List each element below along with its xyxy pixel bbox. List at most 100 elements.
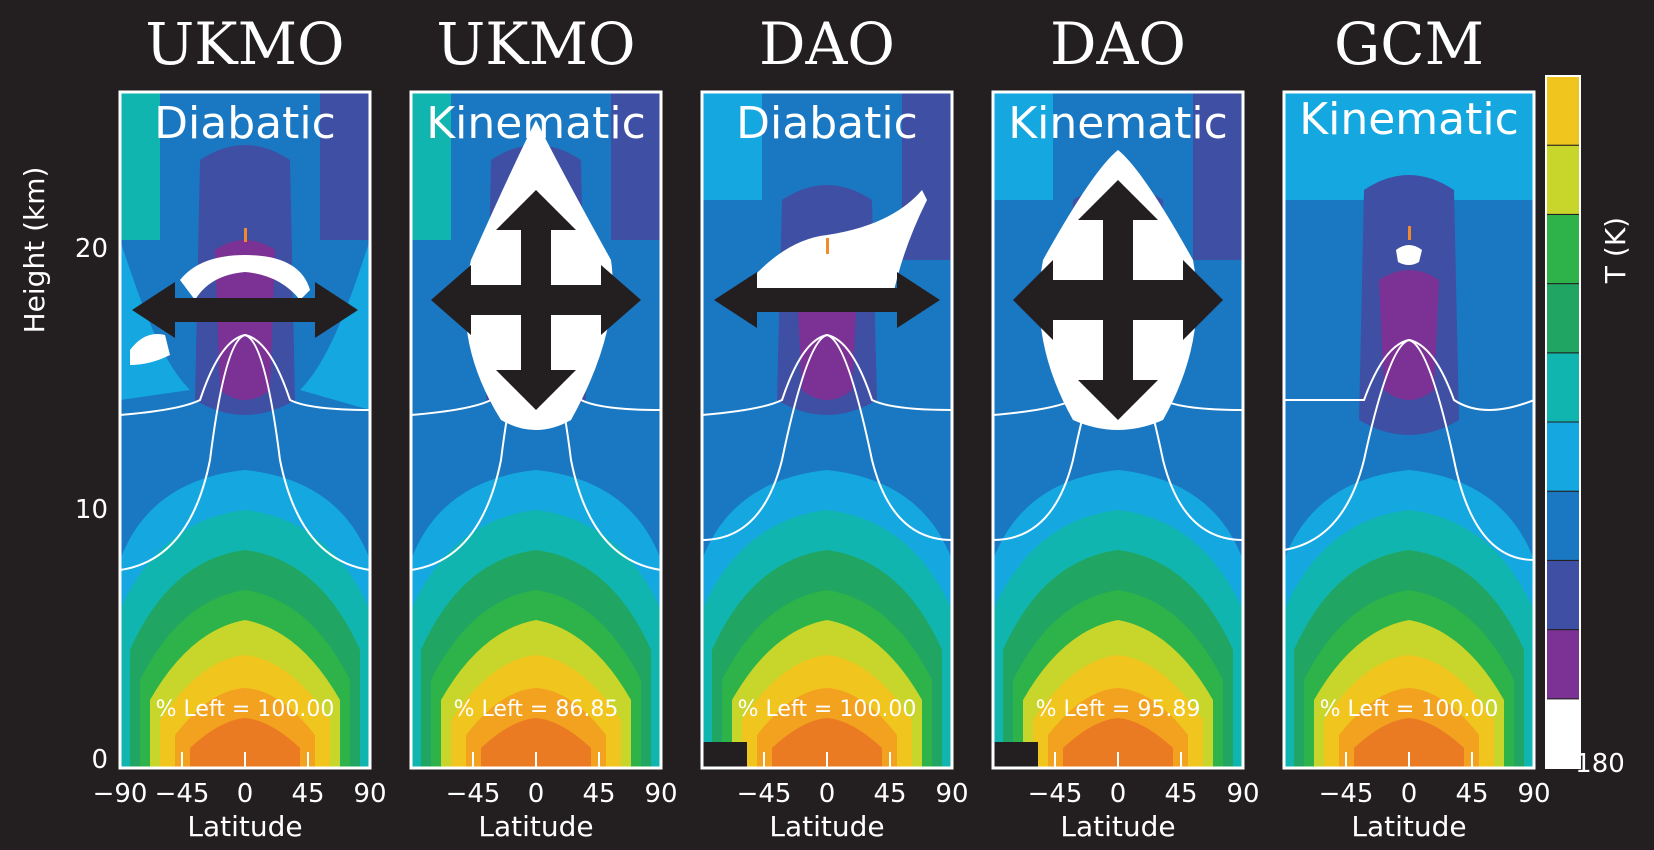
tropopause-line: [120, 333, 370, 571]
x-tick-label: −45: [155, 779, 210, 809]
x-tick-label: 45: [582, 779, 615, 809]
colorbar-swatch: [1545, 213, 1581, 285]
orange-marker: [244, 228, 247, 242]
x-tick-label: 45: [1164, 779, 1197, 809]
x-axis-label: Latitude: [769, 810, 884, 843]
transport-arrow: [132, 282, 358, 338]
panel-gcm-kinematic: GCM Kinematic % Left = 100.00 −45 0 45 9…: [1282, 10, 1551, 843]
x-ticks: [181, 752, 309, 768]
x-tick-label: 45: [291, 779, 324, 809]
y-tick-label-10: 10: [75, 495, 108, 525]
percent-left-label: % Left = 86.85: [454, 697, 619, 722]
colorbar-min-label: 180: [1575, 749, 1625, 779]
transport-arrow: [431, 190, 641, 410]
panel-ukmo-kinematic: UKMO Kinematic % Left = 86.85 −45 0 45 9…: [409, 10, 678, 843]
y-axis-label: Height (km): [18, 167, 51, 334]
x-tick-label: −45: [446, 779, 501, 809]
panel-dao-kinematic: DAO Kinematic % Left = 95.89 −45 0 45 90…: [991, 10, 1260, 843]
transport-arrow: [1013, 180, 1223, 420]
contour-band: [772, 718, 882, 768]
x-tick-label: 0: [1110, 779, 1127, 809]
panel-dao-diabatic: DAO Diabatic % Left = 100.00 −45 0 45 90…: [700, 10, 969, 843]
contour-band: [411, 92, 451, 240]
panel-subtitle: Kinematic: [1008, 98, 1228, 149]
x-tick-label: 0: [237, 779, 254, 809]
zero-region: [702, 742, 747, 768]
x-tick-label: −45: [737, 779, 792, 809]
x-tick-label: 90: [353, 779, 386, 809]
x-ticks: [1345, 752, 1473, 768]
colorbar-swatch: [1545, 421, 1581, 492]
x-ticks: [472, 752, 600, 768]
x-tick-label: 0: [1401, 779, 1418, 809]
parcel-cloud: [1396, 245, 1422, 265]
colorbar-swatch: [1545, 559, 1581, 631]
x-tick-label: 90: [1226, 779, 1259, 809]
colorbar-swatch: [1545, 352, 1581, 423]
panel-title: DAO: [759, 10, 895, 78]
tropopause-line: [702, 333, 952, 541]
colorbar-swatch: [1545, 629, 1581, 700]
y-tick-label-0: 0: [91, 745, 108, 775]
colorbar-swatch: [1545, 144, 1581, 215]
colorbar-swatch: [1545, 75, 1581, 146]
contour-band: [1284, 92, 1534, 200]
contour-band: [993, 92, 1053, 200]
colorbar-frame: [1545, 75, 1581, 769]
contour-band: [702, 92, 762, 200]
x-tick-label: 0: [819, 779, 836, 809]
colorbar: [1545, 75, 1581, 769]
panel-subtitle: Diabatic: [154, 98, 336, 149]
colorbar-swatch: [1545, 490, 1581, 561]
contour-band: [1063, 718, 1173, 768]
contour-band: [320, 92, 370, 240]
tropopause-line: [1284, 338, 1534, 561]
contour-band: [1379, 270, 1439, 400]
colorbar-swatch: [1545, 283, 1581, 354]
x-axis-label: Latitude: [1060, 810, 1175, 843]
contour-band: [300, 240, 370, 410]
x-tick-label: 0: [528, 779, 545, 809]
percent-left-label: % Left = 100.00: [156, 697, 335, 722]
colorbar-label: T (K): [1599, 217, 1632, 284]
panel-subtitle: Diabatic: [736, 98, 918, 149]
y-tick-label-20: 20: [75, 234, 108, 264]
panel-title: DAO: [1050, 10, 1186, 78]
panel-subtitle: Kinematic: [1299, 94, 1519, 145]
panel-title: UKMO: [145, 10, 344, 78]
x-ticks: [1054, 752, 1182, 768]
x-tick-label: 45: [873, 779, 906, 809]
contour-band: [190, 718, 300, 768]
x-tick-label: 90: [935, 779, 968, 809]
x-tick-label: −90: [93, 779, 148, 809]
panel-subtitle: Kinematic: [426, 98, 646, 149]
x-ticks: [763, 752, 891, 768]
x-tick-label: 90: [644, 779, 677, 809]
parcel-cloud: [180, 255, 310, 300]
contour-band: [120, 92, 160, 240]
parcel-cloud: [742, 190, 927, 300]
contour-band: [1193, 92, 1243, 260]
contour-band: [1354, 718, 1464, 768]
x-axis-label: Latitude: [478, 810, 593, 843]
x-axis-label: Latitude: [1351, 810, 1466, 843]
contour-band: [481, 718, 591, 768]
x-tick-label: −45: [1319, 779, 1374, 809]
x-tick-label: 45: [1455, 779, 1488, 809]
panel-title: UKMO: [436, 10, 635, 78]
parcel-cloud: [130, 334, 170, 365]
percent-left-label: % Left = 95.89: [1036, 697, 1201, 722]
orange-marker: [826, 238, 829, 254]
transport-arrow: [714, 272, 940, 328]
orange-marker: [1408, 226, 1411, 240]
x-axis-label: Latitude: [187, 810, 302, 843]
zero-region: [993, 742, 1038, 768]
x-tick-label: −45: [1028, 779, 1083, 809]
panel-title: GCM: [1334, 10, 1484, 78]
panel-ukmo-diabatic: UKMO Diabatic % Left = 100.00 −90 −45 0 …: [93, 10, 387, 843]
percent-left-label: % Left = 100.00: [1320, 697, 1499, 722]
x-tick-label: 90: [1517, 779, 1550, 809]
contour-band: [611, 92, 661, 240]
percent-left-label: % Left = 100.00: [738, 697, 917, 722]
